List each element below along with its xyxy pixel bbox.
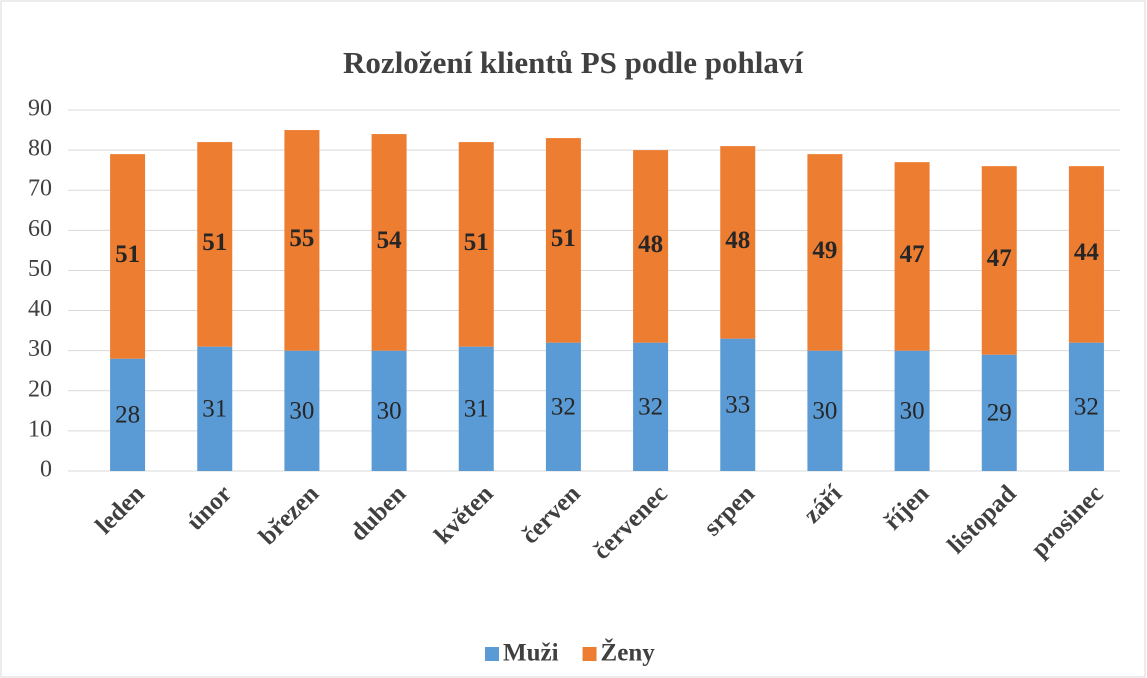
data-label: 55 <box>289 225 314 252</box>
data-label: 32 <box>638 394 663 421</box>
y-tick-label: 70 <box>28 176 52 202</box>
data-label: 51 <box>115 241 140 268</box>
legend-swatch <box>582 647 597 661</box>
legend-label: Ženy <box>601 639 656 667</box>
data-label: 48 <box>725 227 750 254</box>
y-tick-label: 60 <box>28 216 52 242</box>
data-label: 30 <box>377 398 402 425</box>
bar-segment <box>633 342 669 471</box>
bar-segment <box>458 142 494 347</box>
y-tick-label: 30 <box>28 336 52 362</box>
y-tick-label: 0 <box>40 457 52 483</box>
bar-segment <box>371 134 407 351</box>
data-label: 30 <box>812 398 837 425</box>
y-tick-label: 20 <box>28 376 52 402</box>
bar-segment <box>371 350 407 471</box>
bar-segment <box>720 146 756 339</box>
data-label: 51 <box>202 229 227 256</box>
data-label: 49 <box>812 237 837 264</box>
data-label: 28 <box>115 402 140 429</box>
data-label: 48 <box>638 231 663 258</box>
bar-segment <box>807 154 843 351</box>
y-tick-label: 80 <box>28 136 52 162</box>
legend-swatch <box>485 647 499 661</box>
bar-segment <box>284 130 320 351</box>
data-label: 47 <box>900 241 925 268</box>
bar-segment <box>197 346 233 471</box>
data-label: 33 <box>725 392 750 419</box>
bar-segment <box>545 138 581 343</box>
data-label: 31 <box>464 396 489 423</box>
y-tick-label: 10 <box>28 416 52 442</box>
bar-segment <box>284 350 320 471</box>
bar-segment <box>981 354 1017 471</box>
data-label: 54 <box>377 227 403 254</box>
bar-segment <box>1068 342 1104 471</box>
data-label: 51 <box>464 229 489 256</box>
y-tick-label: 40 <box>28 296 52 322</box>
bar-segment <box>981 166 1017 355</box>
y-tick-label: 50 <box>28 256 52 282</box>
y-tick-label: 90 <box>28 96 52 122</box>
bar-segment <box>894 162 930 351</box>
bar-segment <box>110 358 146 471</box>
data-label: 30 <box>900 398 925 425</box>
bar-segment <box>894 350 930 471</box>
data-label: 31 <box>202 396 227 423</box>
bar-segment <box>197 142 233 347</box>
bar-segment <box>545 342 581 471</box>
bar-segment <box>720 338 756 471</box>
data-label: 30 <box>289 398 314 425</box>
chart-title: Rozložení klientů PS podle pohlaví <box>343 45 803 80</box>
data-label: 32 <box>1074 394 1099 421</box>
bar-segment <box>633 150 669 343</box>
data-label: 29 <box>987 400 1012 427</box>
bar-segment <box>1068 166 1104 343</box>
bar-segment <box>458 346 494 471</box>
data-label: 47 <box>987 245 1012 272</box>
bar-segment <box>807 350 843 471</box>
data-label: 44 <box>1074 239 1100 266</box>
data-label: 51 <box>551 225 576 252</box>
bar-segment <box>110 154 146 359</box>
legend-label: Muži <box>503 640 559 667</box>
data-label: 32 <box>551 394 576 421</box>
